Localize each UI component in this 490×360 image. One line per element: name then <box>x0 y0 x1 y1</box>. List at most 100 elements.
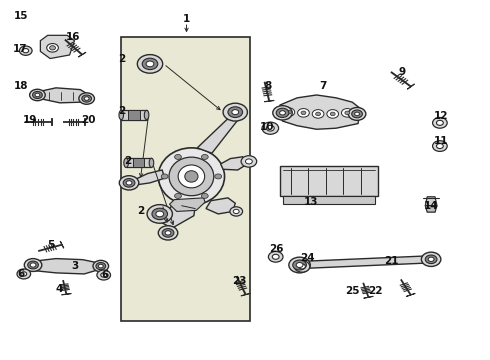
Text: 25: 25 <box>345 286 360 296</box>
Text: 2: 2 <box>118 107 125 116</box>
Circle shape <box>97 270 111 280</box>
Text: 23: 23 <box>232 276 246 286</box>
Circle shape <box>79 93 95 104</box>
Circle shape <box>174 193 181 198</box>
Circle shape <box>49 46 55 50</box>
Ellipse shape <box>169 157 214 196</box>
Text: 15: 15 <box>14 12 28 21</box>
Circle shape <box>156 211 164 217</box>
Text: 4: 4 <box>55 284 63 294</box>
Circle shape <box>269 251 283 262</box>
Bar <box>121 111 147 120</box>
Circle shape <box>174 154 181 159</box>
Circle shape <box>327 110 339 118</box>
Ellipse shape <box>124 158 128 167</box>
Text: 18: 18 <box>14 81 28 91</box>
Circle shape <box>312 110 324 118</box>
Circle shape <box>101 273 107 277</box>
Circle shape <box>287 111 291 114</box>
Circle shape <box>297 109 309 117</box>
Circle shape <box>348 108 366 120</box>
Polygon shape <box>220 157 247 170</box>
Circle shape <box>228 107 243 117</box>
Polygon shape <box>206 198 235 214</box>
Circle shape <box>283 108 294 116</box>
Ellipse shape <box>119 111 123 120</box>
Bar <box>128 111 140 120</box>
Ellipse shape <box>178 165 205 188</box>
Circle shape <box>161 174 168 179</box>
Text: 12: 12 <box>434 111 448 121</box>
Circle shape <box>201 154 208 159</box>
Circle shape <box>201 193 208 198</box>
Circle shape <box>28 261 38 269</box>
Text: 2: 2 <box>118 54 125 64</box>
Text: 11: 11 <box>434 136 448 147</box>
Text: 26: 26 <box>270 244 284 253</box>
Circle shape <box>35 93 40 97</box>
Text: 7: 7 <box>319 81 327 91</box>
Circle shape <box>437 120 443 125</box>
Circle shape <box>301 111 306 114</box>
Polygon shape <box>40 35 74 59</box>
Circle shape <box>280 111 286 115</box>
Circle shape <box>126 181 132 185</box>
Circle shape <box>230 207 243 216</box>
Ellipse shape <box>185 171 198 182</box>
Circle shape <box>232 110 239 114</box>
Text: 16: 16 <box>66 32 81 42</box>
Text: 24: 24 <box>300 253 315 263</box>
Circle shape <box>345 111 350 114</box>
Polygon shape <box>280 95 361 129</box>
Circle shape <box>241 156 257 167</box>
Ellipse shape <box>149 158 154 167</box>
Polygon shape <box>60 241 64 248</box>
Circle shape <box>162 229 174 237</box>
Circle shape <box>137 55 163 73</box>
Circle shape <box>142 58 158 69</box>
Circle shape <box>165 231 171 235</box>
Circle shape <box>82 95 92 102</box>
Polygon shape <box>62 293 71 295</box>
Circle shape <box>233 209 239 213</box>
Circle shape <box>47 44 58 52</box>
Ellipse shape <box>144 111 149 120</box>
Circle shape <box>30 89 45 101</box>
Polygon shape <box>78 52 86 57</box>
Circle shape <box>273 106 292 120</box>
Circle shape <box>158 226 178 240</box>
Circle shape <box>428 257 434 261</box>
Circle shape <box>21 272 27 276</box>
Circle shape <box>433 117 447 128</box>
Text: 10: 10 <box>260 122 275 132</box>
Circle shape <box>425 255 437 264</box>
Polygon shape <box>364 296 373 298</box>
Circle shape <box>262 122 279 134</box>
Circle shape <box>96 262 106 270</box>
Circle shape <box>245 159 252 164</box>
Text: 1: 1 <box>183 14 190 23</box>
Polygon shape <box>133 170 165 185</box>
Circle shape <box>342 109 353 117</box>
Circle shape <box>352 110 363 118</box>
Circle shape <box>296 262 303 267</box>
Text: 3: 3 <box>71 261 78 271</box>
Text: 9: 9 <box>398 67 405 77</box>
Circle shape <box>152 208 168 220</box>
Bar <box>133 158 145 167</box>
Text: 2: 2 <box>138 206 145 216</box>
Text: 6: 6 <box>101 270 108 280</box>
Polygon shape <box>406 293 415 297</box>
Polygon shape <box>299 256 431 269</box>
Polygon shape <box>241 293 250 296</box>
Text: 5: 5 <box>48 240 55 250</box>
Bar <box>283 196 375 203</box>
Text: 20: 20 <box>81 115 96 125</box>
Bar <box>121 37 250 321</box>
Circle shape <box>147 204 172 223</box>
Circle shape <box>24 258 42 271</box>
Bar <box>280 166 377 196</box>
Polygon shape <box>197 114 243 153</box>
Text: 13: 13 <box>303 197 318 207</box>
Text: 21: 21 <box>384 256 398 266</box>
